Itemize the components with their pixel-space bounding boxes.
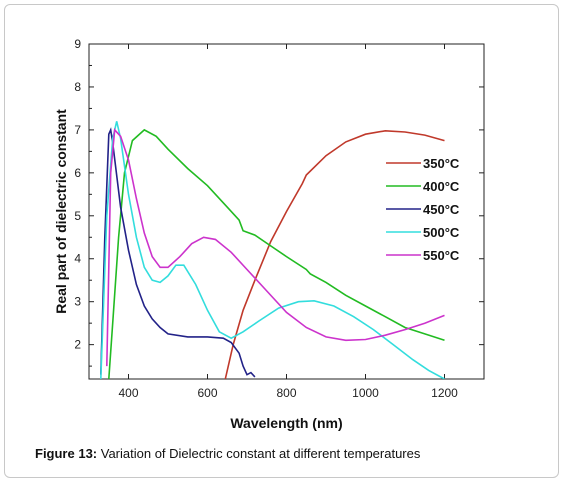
figure-frame xyxy=(4,4,559,478)
legend-label-3: 500°C xyxy=(423,225,460,240)
series-line-2 xyxy=(100,127,256,378)
caption-label: Figure 13: xyxy=(35,446,98,461)
y-tick-label: 3 xyxy=(74,295,81,309)
figure-caption: Figure 13: Variation of Dielectric const… xyxy=(35,446,420,461)
legend-label-4: 550°C xyxy=(423,248,460,263)
series-line-1 xyxy=(108,128,445,379)
legend-label-2: 450°C xyxy=(423,202,460,217)
x-axis-title: Wavelength (nm) xyxy=(230,415,342,431)
legend-label-1: 400°C xyxy=(423,179,460,194)
x-tick-label: 1000 xyxy=(352,386,379,400)
y-tick-label: 9 xyxy=(74,37,81,51)
dielectric-chart: 400 600 800 1000 1200 2 3 4 5 6 7 8 9 Wavelength (nm)… xyxy=(53,37,485,431)
y-tick-label: 8 xyxy=(74,80,81,94)
x-tick-label: 600 xyxy=(197,386,217,400)
y-tick-label: 6 xyxy=(74,166,81,180)
caption-text: Variation of Dielectric constant at diff… xyxy=(97,446,421,461)
y-tick-label: 4 xyxy=(74,252,81,266)
y-tick-label: 5 xyxy=(74,209,81,223)
plot-area: 400 600 800 1000 1200 2 3 4 5 6 7 8 9 Wavelength (nm)… xyxy=(53,37,485,431)
x-tick-label: 1200 xyxy=(431,386,458,400)
legend-label-0: 350°C xyxy=(423,156,460,171)
y-axis-title: Real part of dielectric constant xyxy=(53,109,69,314)
series-line-0 xyxy=(224,129,445,379)
x-tick-label: 800 xyxy=(276,386,296,400)
series-line-4 xyxy=(106,128,445,367)
y-tick-label: 7 xyxy=(74,123,81,137)
series-line-3 xyxy=(100,121,445,379)
x-tick-label: 400 xyxy=(118,386,138,400)
y-tick-label: 2 xyxy=(74,338,81,352)
